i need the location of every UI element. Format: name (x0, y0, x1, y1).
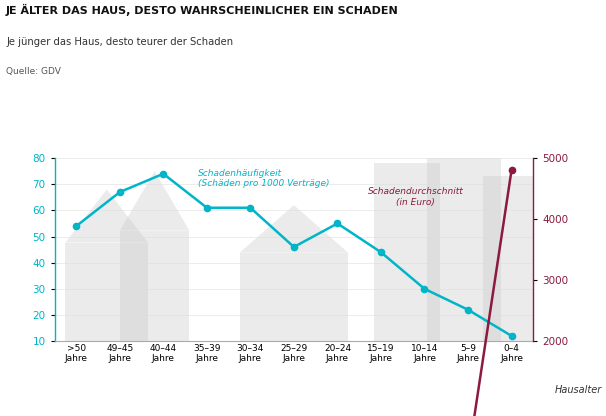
Text: Schadenhäufigkeit
(Schäden pro 1000 Verträge): Schadenhäufigkeit (Schäden pro 1000 Vert… (198, 168, 330, 188)
Text: Quelle: GDV: Quelle: GDV (6, 67, 61, 76)
Bar (483, 176, 548, 341)
Polygon shape (120, 171, 190, 230)
Text: Hausalter: Hausalter (555, 385, 602, 395)
Polygon shape (239, 205, 348, 253)
Bar (120, 230, 190, 341)
Text: JE ÄLTER DAS HAUS, DESTO WAHRSCHEINLICHER EIN SCHADEN: JE ÄLTER DAS HAUS, DESTO WAHRSCHEINLICHE… (6, 4, 399, 16)
Bar (427, 145, 501, 341)
Bar (375, 163, 440, 341)
Polygon shape (65, 189, 148, 243)
Text: Schadendurchschnitt
(in Euro): Schadendurchschnitt (in Euro) (368, 188, 464, 207)
Bar (65, 243, 148, 341)
Text: Je jünger das Haus, desto teurer der Schaden: Je jünger das Haus, desto teurer der Sch… (6, 37, 233, 47)
Bar (239, 253, 348, 341)
